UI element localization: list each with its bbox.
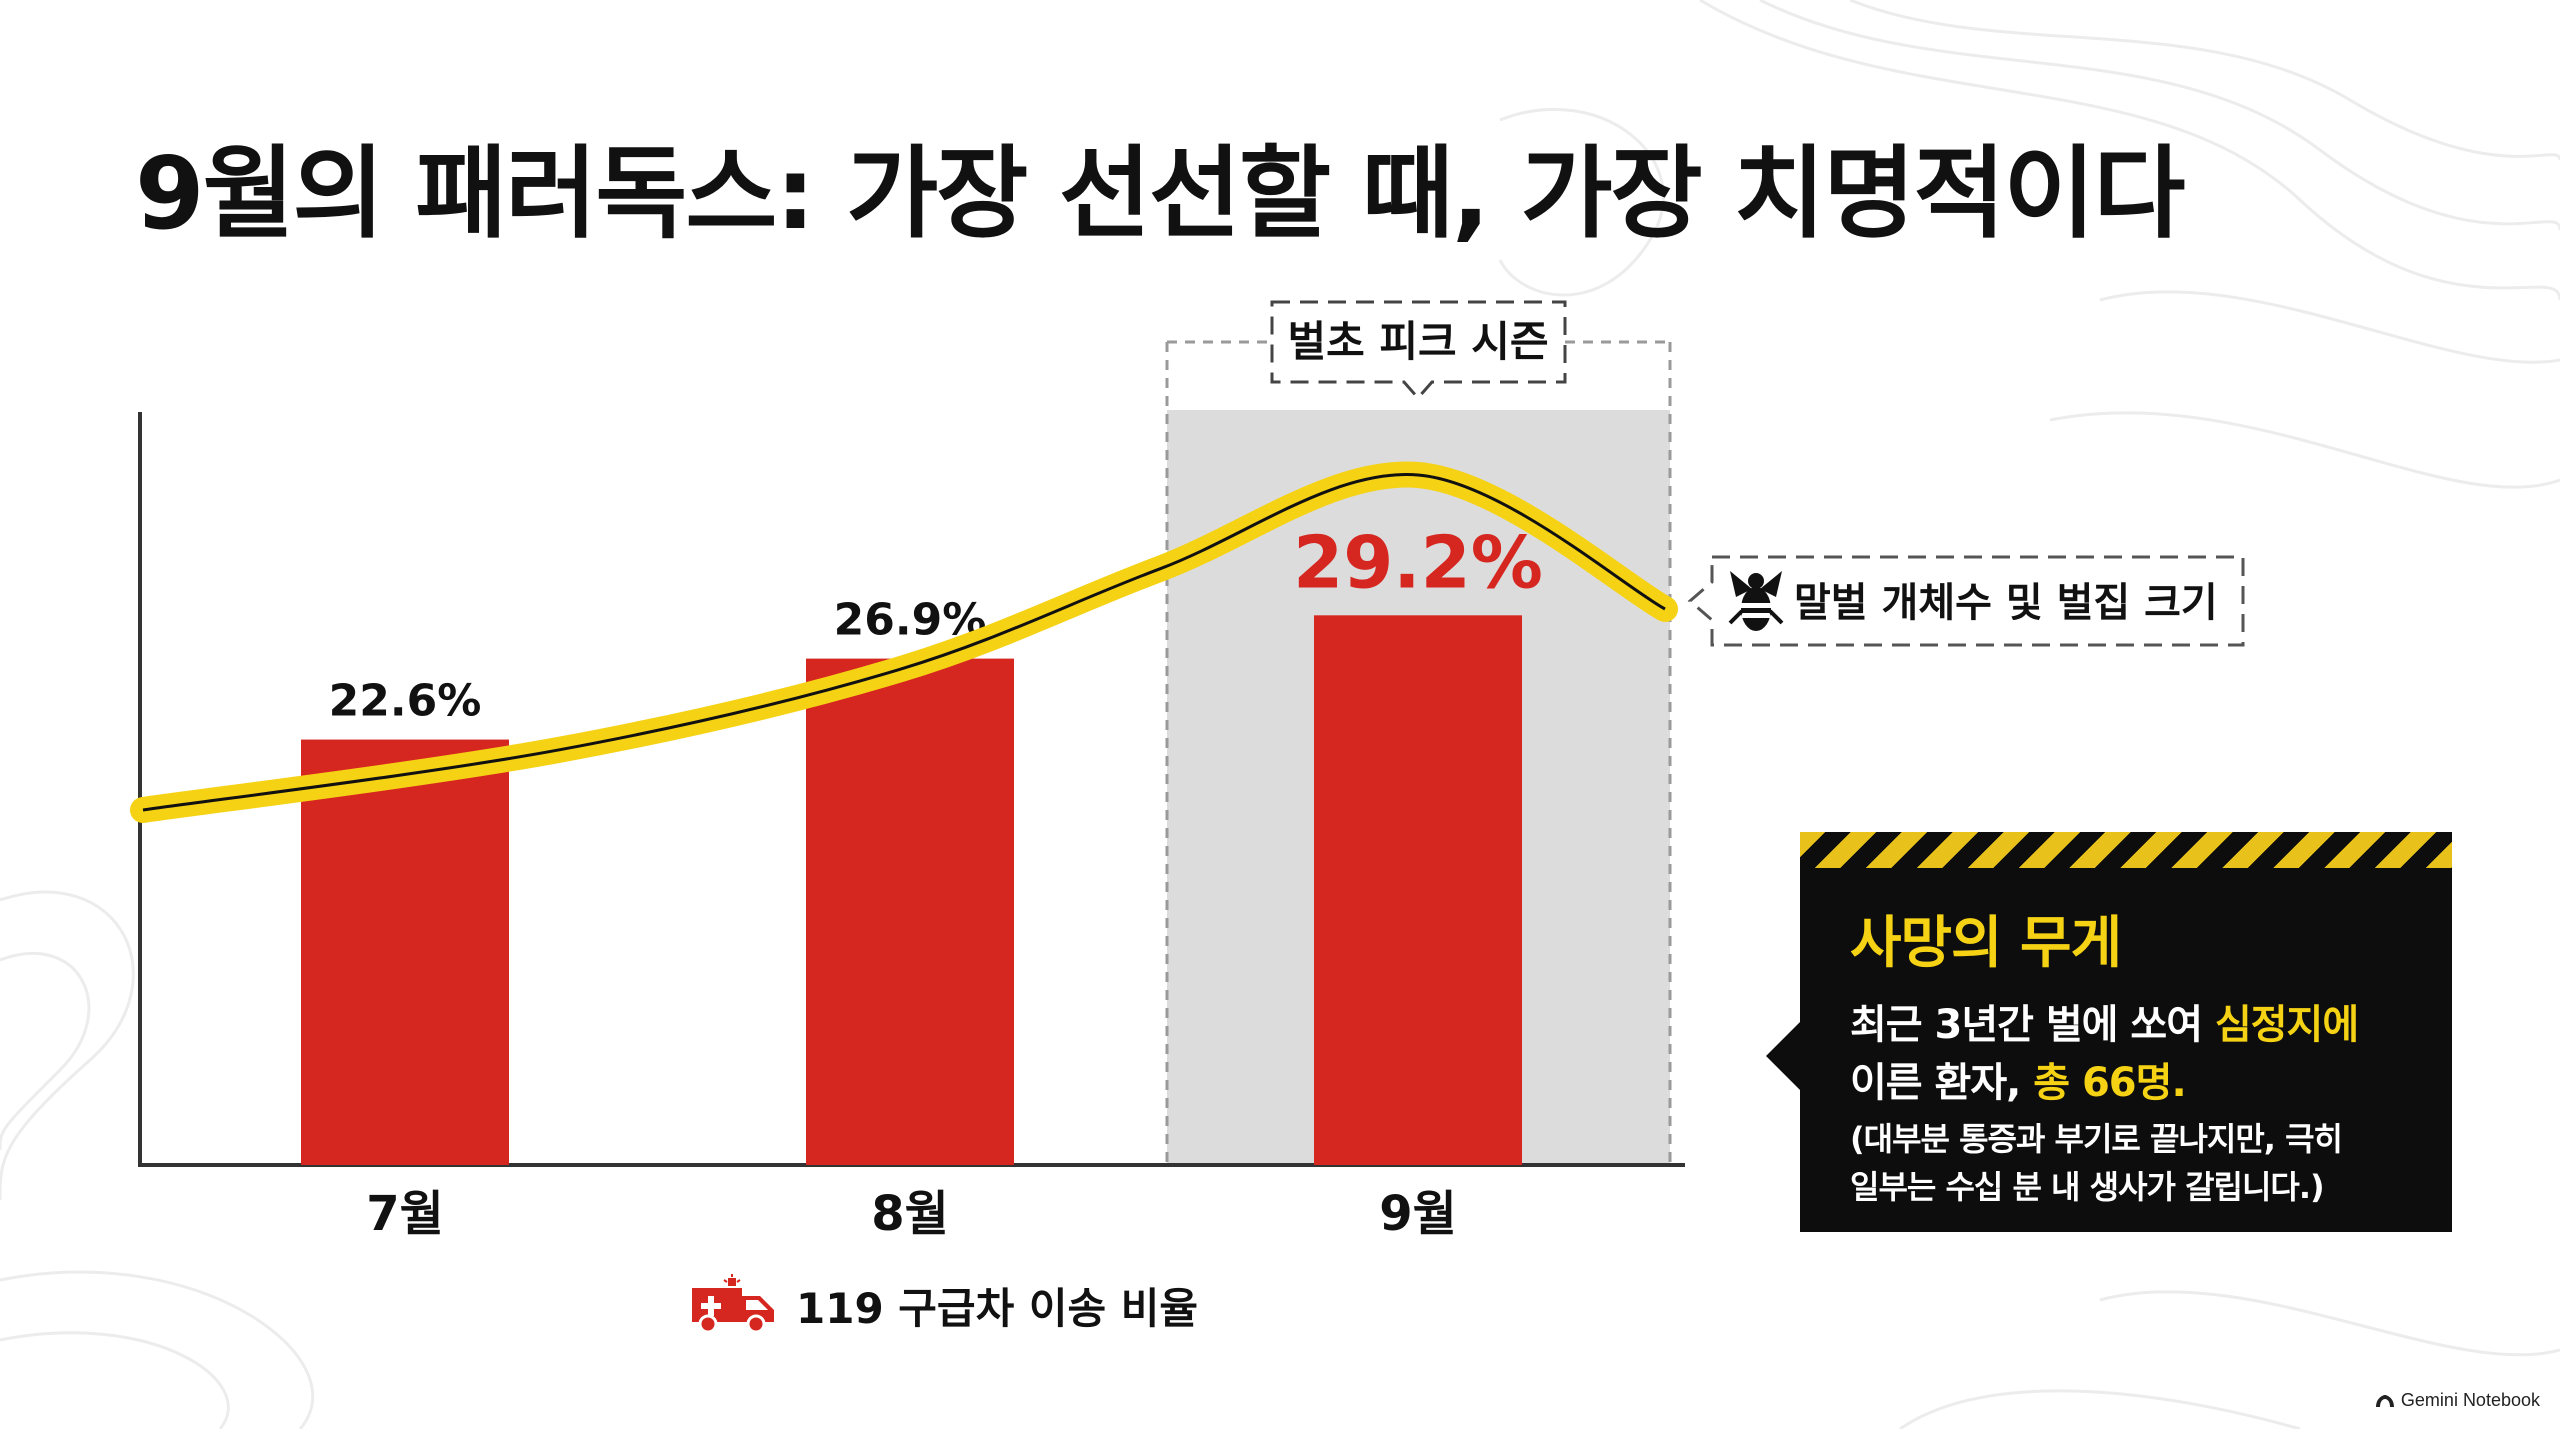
warning-note-2: 일부는 수십 분 내 생사가 갈립니다.) <box>1850 1168 2325 1206</box>
bar-legend-label: 119 구급차 이송 비율 <box>796 1283 1199 1333</box>
x-tick-label-2: 8월 <box>871 1186 949 1242</box>
warning-line-1-text: 최근 3년간 벌에 쏘여 <box>1850 1002 2215 1048</box>
bar-legend: 119 구급차 이송 비율 <box>688 1270 1198 1340</box>
watermark-text: Gemini Notebook <box>2400 1390 2540 1410</box>
warning-line-2-highlight: 총 66명. <box>2033 1060 2186 1106</box>
warning-title: 사망의 무게 <box>1850 911 2122 976</box>
notebook-logo-icon <box>2375 1394 2394 1407</box>
hazard-stripe <box>1800 832 2452 868</box>
warning-line-1-highlight: 심정지에 <box>2214 1002 2359 1048</box>
wasp-icon <box>1728 571 1784 631</box>
highlight-label: 벌초 피크 시즌 <box>1287 317 1548 366</box>
bar-3 <box>1314 615 1522 1165</box>
watermark: Gemini Notebook <box>2375 1390 2540 1411</box>
warning-line-2-text: 이른 환자, <box>1850 1060 2034 1106</box>
x-tick-label-1: 7월 <box>366 1186 444 1242</box>
page-title: 9월의 패러독스: 가장 선선할 때, 가장 치명적이다 <box>135 135 2185 252</box>
bar-2 <box>806 658 1014 1165</box>
bar-value-label-1: 22.6% <box>329 676 482 727</box>
warning-panel: 사망의 무게 최근 3년간 벌에 쏘여 심정지에 이른 환자, 총 66명. (… <box>1766 832 2452 1232</box>
warning-line-1: 최근 3년간 벌에 쏘여 심정지에 <box>1850 992 2359 1050</box>
trend-line <box>142 473 1666 812</box>
warning-panel-pointer <box>1766 1022 1800 1090</box>
highlight-label-box: 벌초 피크 시즌 <box>1270 300 1567 401</box>
x-tick-label-3: 9월 <box>1379 1186 1457 1242</box>
warning-note-1: (대부분 통증과 부기로 끝나지만, 극히 <box>1850 1120 2343 1158</box>
ambulance-icon <box>692 1274 774 1334</box>
trend-legend-label: 말벌 개체수 및 벌집 크기 <box>1794 580 2218 626</box>
trend-legend-box: 말벌 개체수 및 벌집 크기 <box>1687 555 2245 647</box>
bar-value-label-3: 29.2% <box>1293 520 1543 604</box>
warning-line-2: 이른 환자, 총 66명. <box>1850 1050 2187 1108</box>
bar-1 <box>301 739 509 1165</box>
